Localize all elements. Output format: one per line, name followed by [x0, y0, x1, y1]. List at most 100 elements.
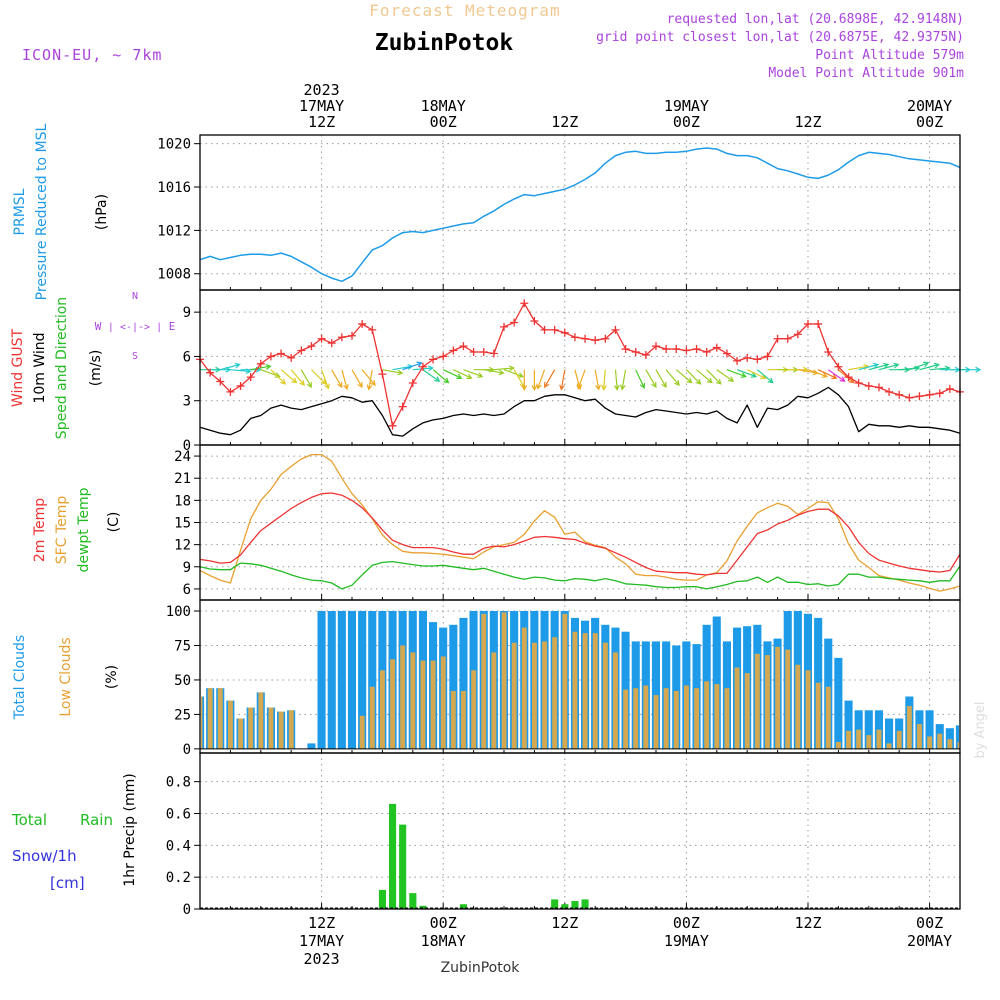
- precip-frame: [199, 752, 961, 910]
- gust-marker: [611, 325, 620, 334]
- wind-y-ticks: 0 3 6 9: [183, 305, 961, 454]
- temp-label-2m: 2m Temp: [32, 498, 48, 562]
- wind-direction-arrow: [601, 369, 607, 391]
- low-cloud-bar: [775, 646, 781, 749]
- low-cloud-bar: [846, 730, 851, 749]
- gust-marker: [621, 345, 630, 354]
- total-cloud-bar: [834, 657, 843, 749]
- pressure-y-ticks: 1008 1012 1016 1020: [157, 137, 961, 290]
- low-cloud-bar: [795, 664, 801, 749]
- gust-marker: [550, 325, 559, 334]
- low-cloud-bar: [704, 681, 710, 749]
- temp-ytick-label: 24: [174, 449, 191, 465]
- low-cloud-bar: [896, 730, 902, 749]
- wind-direction-arrow: [513, 369, 525, 389]
- gust-marker: [418, 362, 427, 371]
- total-cloud-bar: [307, 743, 316, 749]
- gust-marker: [337, 333, 346, 342]
- compass-east: E: [169, 320, 176, 333]
- gust-marker: [469, 348, 478, 356]
- gust-marker: [398, 402, 407, 411]
- gust-marker: [692, 345, 701, 354]
- low-cloud-bar: [410, 652, 416, 749]
- low-cloud-bar: [400, 645, 406, 749]
- low-cloud-bar: [248, 707, 254, 749]
- wind-direction-arrow: [341, 369, 349, 391]
- wind-direction-arrow: [909, 361, 930, 371]
- pressure-ytick-label: 1020: [157, 137, 191, 153]
- low-cloud-bar: [734, 667, 740, 749]
- top-time-label: 12Z: [794, 113, 821, 131]
- bottom-time-label: 12Z: [308, 914, 335, 932]
- pressure-line: [199, 147, 961, 283]
- wind-direction-arrow: [619, 369, 627, 391]
- wind-direction-arrow: [756, 369, 774, 384]
- gust-marker: [327, 339, 336, 348]
- low-cloud-bar: [724, 688, 730, 749]
- wind-direction-arrow: [463, 369, 484, 378]
- rain-bar: [571, 901, 579, 909]
- bottom-time-label: 12Z: [794, 914, 821, 932]
- low-cloud-bar: [653, 695, 659, 749]
- pressure-ytick-label: 1016: [157, 180, 191, 196]
- gust-marker: [277, 349, 286, 358]
- gust-marker: [459, 342, 468, 351]
- temp-ytick-label: 18: [174, 493, 191, 509]
- wind-direction-arrow: [848, 364, 870, 371]
- gust-marker: [885, 387, 894, 396]
- gust-marker: [712, 343, 721, 352]
- low-cloud-bar: [623, 689, 629, 749]
- wind-series: [196, 299, 964, 437]
- top-time-label: 00Z: [430, 113, 457, 131]
- requested-point: requested lon,lat (20.6898E, 42.9148N): [667, 12, 964, 27]
- precip-label-rain: Rain: [80, 811, 113, 829]
- low-cloud-bar: [947, 739, 953, 749]
- closest-point: grid point closest lon,lat (20.6875E, 42…: [596, 30, 964, 45]
- temperature-gridlines: [200, 445, 960, 600]
- gust-marker: [560, 328, 569, 337]
- low-cloud-bar: [744, 673, 750, 749]
- precip-label-total: Total: [11, 811, 47, 829]
- low-cloud-bar: [278, 711, 284, 749]
- bottom-time-label: 20MAY: [907, 932, 952, 950]
- rain-bar: [419, 905, 427, 909]
- low-cloud-bar: [582, 633, 588, 749]
- wind-direction-arrow: [645, 369, 657, 389]
- gust-marker: [895, 390, 904, 399]
- wind-ytick-label: 9: [183, 305, 191, 321]
- temp-2m-line: [199, 492, 961, 576]
- rain-bar: [581, 899, 589, 909]
- bottom-time-label: 00Z: [430, 914, 457, 932]
- rain-bar: [399, 824, 407, 909]
- precip-unit: 1hr Precip (mm): [122, 773, 138, 886]
- gust-marker: [307, 342, 316, 351]
- gust-marker: [439, 352, 448, 361]
- low-cloud-bar: [440, 656, 446, 749]
- pressure-label-msl: Pressure Reduced to MSL: [34, 123, 50, 300]
- wind-direction-arrow: [536, 369, 546, 390]
- temperature-panel: 6 9 12 15 18 21 24 2m Temp SFC Temp dewpt Temp…: [32, 444, 961, 601]
- wind-direction-arrow: [576, 369, 586, 390]
- rain-bar: [459, 904, 467, 909]
- low-cloud-bar: [481, 613, 487, 749]
- low-cloud-bar: [420, 660, 426, 749]
- gust-marker: [287, 353, 296, 362]
- wind-direction-arrow: [696, 369, 713, 384]
- gust-marker: [905, 393, 914, 402]
- clouds-y-ticks: 0 25 50 75 100: [166, 604, 961, 758]
- total-cloud-bar: [885, 718, 894, 749]
- low-cloud-bar: [450, 691, 456, 749]
- wind-direction-arrow: [453, 369, 473, 380]
- gust-marker: [804, 319, 812, 328]
- bottom-time-label: 2023: [304, 950, 340, 968]
- wind-direction-arrow: [361, 369, 376, 386]
- low-cloud-bar: [886, 743, 892, 749]
- low-cloud-bar: [673, 691, 679, 749]
- gust-marker: [945, 384, 954, 393]
- temp-unit: (C): [106, 512, 122, 533]
- wind-direction-arrow: [493, 365, 516, 372]
- gust-marker: [570, 333, 579, 342]
- low-cloud-bar: [380, 670, 385, 749]
